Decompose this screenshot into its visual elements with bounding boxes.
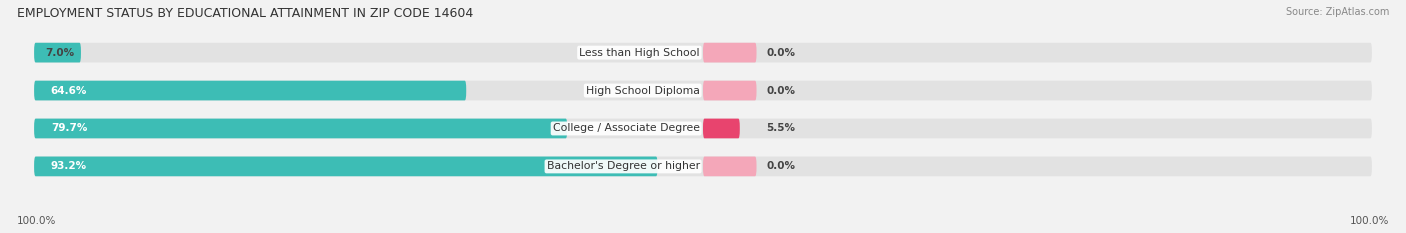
Text: 7.0%: 7.0% <box>45 48 75 58</box>
Text: 79.7%: 79.7% <box>51 123 87 134</box>
FancyBboxPatch shape <box>34 119 1372 138</box>
FancyBboxPatch shape <box>34 81 1372 100</box>
Text: 5.5%: 5.5% <box>766 123 796 134</box>
FancyBboxPatch shape <box>703 119 740 138</box>
FancyBboxPatch shape <box>34 81 467 100</box>
Text: High School Diploma: High School Diploma <box>586 86 700 96</box>
Text: 93.2%: 93.2% <box>51 161 87 171</box>
Text: 100.0%: 100.0% <box>17 216 56 226</box>
FancyBboxPatch shape <box>34 157 658 176</box>
FancyBboxPatch shape <box>703 81 756 100</box>
FancyBboxPatch shape <box>34 43 82 62</box>
FancyBboxPatch shape <box>34 43 1372 62</box>
Text: 0.0%: 0.0% <box>766 161 796 171</box>
Text: Less than High School: Less than High School <box>579 48 700 58</box>
Text: 100.0%: 100.0% <box>1350 216 1389 226</box>
FancyBboxPatch shape <box>703 43 756 62</box>
Text: Source: ZipAtlas.com: Source: ZipAtlas.com <box>1285 7 1389 17</box>
Text: 64.6%: 64.6% <box>51 86 87 96</box>
FancyBboxPatch shape <box>34 157 1372 176</box>
Text: EMPLOYMENT STATUS BY EDUCATIONAL ATTAINMENT IN ZIP CODE 14604: EMPLOYMENT STATUS BY EDUCATIONAL ATTAINM… <box>17 7 474 20</box>
FancyBboxPatch shape <box>703 157 756 176</box>
Text: 0.0%: 0.0% <box>766 48 796 58</box>
FancyBboxPatch shape <box>34 119 567 138</box>
Text: Bachelor's Degree or higher: Bachelor's Degree or higher <box>547 161 700 171</box>
Text: 0.0%: 0.0% <box>766 86 796 96</box>
Text: College / Associate Degree: College / Associate Degree <box>553 123 700 134</box>
